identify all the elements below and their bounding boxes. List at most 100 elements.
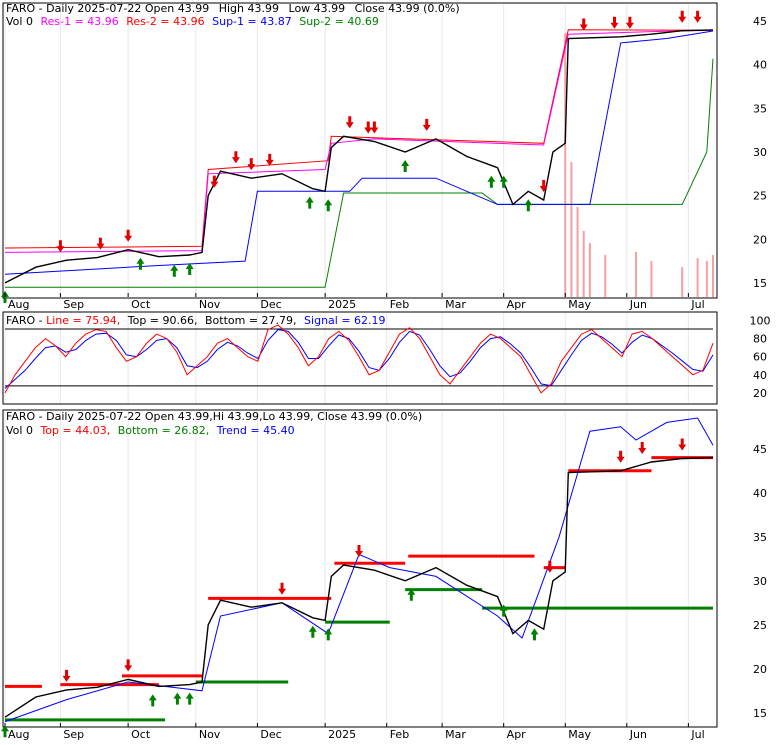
sell-arrow <box>539 180 548 192</box>
x-tick-label: May <box>568 728 591 741</box>
y-tick-label: 20 <box>753 233 767 246</box>
x-tick-label: 2025 <box>328 728 356 741</box>
sell-arrow <box>231 151 240 164</box>
buy-arrow <box>170 264 179 277</box>
buy-arrow <box>401 160 410 172</box>
y-tick-label: 100 <box>750 315 771 328</box>
panel3-legend: Vol 0 Top = 44.03, Bottom = 26.82, Trend… <box>6 424 295 437</box>
y-tick-label: 35 <box>753 102 767 115</box>
trend-line <box>4 417 714 723</box>
sell-arrow <box>364 121 373 134</box>
volume-bar <box>570 162 573 297</box>
y-tick-label: 45 <box>753 15 767 28</box>
panel-price-support-resistance: 45 40 35 30 25 20 15 Aug Sep Oct Nov Dec 2025 Feb Mar… <box>1 2 767 311</box>
legend-res1: Res-1 = 43.96 <box>40 15 118 28</box>
volume-bar <box>564 33 567 297</box>
x-tick-label: Sep <box>63 728 84 741</box>
panel2-symbol: FARO - <box>6 314 46 327</box>
panel3-title-text: FARO - Daily 2025-07-22 Open 43.99,Hi 43… <box>6 410 422 423</box>
volume-bar <box>712 255 714 297</box>
price-line-lower <box>4 457 714 718</box>
y-tick-label: 30 <box>753 575 767 588</box>
sell-arrow <box>610 16 619 29</box>
res1-line <box>4 29 714 253</box>
x-tick-label: Oct <box>131 728 151 741</box>
panel1-title: FARO - Daily 2025-07-22 Open 43.99 High … <box>6 2 460 15</box>
y-tick-label: 40 <box>753 487 767 500</box>
y-tick-label: 25 <box>753 190 767 203</box>
panel3-title: FARO - Daily 2025-07-22 Open 43.99,Hi 43… <box>6 410 422 423</box>
buy-arrow <box>185 692 194 705</box>
panel2-y-axis: 100 80 60 40 20 <box>750 315 771 400</box>
sell-arrow <box>278 582 287 595</box>
volume-bar <box>576 207 579 297</box>
x-tick-label: Feb <box>390 298 409 311</box>
sell-arrow <box>579 18 588 31</box>
legend-top: Top = 90.66, <box>127 314 198 327</box>
panel3-x-axis: Aug Sep Oct Nov Dec 2025 Feb Mar Apr May Jun Jul <box>4 723 705 741</box>
x-tick-label: Dec <box>260 298 281 311</box>
panel-price-trend: 45 40 35 30 25 20 15 Aug Sep Oct Nov Dec 2025 Feb Mar… <box>1 409 767 741</box>
panel1-x-axis: Aug Sep Oct Nov Dec 2025 Feb Mar Apr May Jun Jul <box>4 293 705 311</box>
volume-bar <box>696 258 699 297</box>
buy-arrow <box>324 628 333 641</box>
panel3-signals <box>1 438 687 738</box>
x-tick-label: Dec <box>260 728 281 741</box>
panel1-signals <box>1 10 702 303</box>
sell-arrow <box>616 450 625 463</box>
volume-bar <box>705 261 708 297</box>
price-line <box>4 29 714 284</box>
panel3-vol-label: Vol 0 <box>6 424 33 437</box>
buy-arrow <box>308 625 317 638</box>
sell-arrow <box>678 10 687 23</box>
buy-arrow <box>499 175 508 188</box>
sell-arrow <box>370 121 379 134</box>
panel1-vol-label: Vol 0 <box>6 15 33 28</box>
panel1-title-symbol: FARO - Daily 2025-07-22 Open 43.99 <box>6 2 209 15</box>
buy-arrow <box>524 199 533 212</box>
panel1-y-axis: 45 40 35 30 25 20 15 <box>753 15 767 290</box>
legend-res2: Res-2 = 43.96 <box>126 15 204 28</box>
sell-arrow <box>124 229 133 242</box>
y-tick-label: 20 <box>753 663 767 676</box>
sell-arrow <box>545 560 554 573</box>
x-tick-label: May <box>568 298 591 311</box>
sup2-line <box>5 58 714 288</box>
volume-bar <box>582 231 585 297</box>
panel2-grid <box>4 313 689 403</box>
panel1-legend: Vol 0 Res-1 = 43.96 Res-2 = 43.96 Sup-1 … <box>6 15 379 28</box>
sell-arrow <box>678 438 687 451</box>
panel3-y-axis: 45 40 35 30 25 20 15 <box>753 443 767 720</box>
sell-arrow <box>124 659 133 672</box>
sell-arrow <box>638 442 647 454</box>
x-tick-label: Apr <box>507 728 527 741</box>
x-tick-label: Jul <box>690 728 704 741</box>
x-tick-label: Jun <box>629 298 647 311</box>
y-tick-label: 15 <box>753 707 767 720</box>
sell-arrow <box>265 153 274 166</box>
volume-bar <box>604 255 607 297</box>
buy-arrow <box>305 196 314 209</box>
sup1-line <box>4 30 714 275</box>
sell-arrow <box>355 544 363 557</box>
legend-signal: Signal = 62.19 <box>304 314 386 327</box>
y-tick-label: 60 <box>753 351 767 364</box>
legend-bottom: Bottom = 27.79, <box>205 314 297 327</box>
x-tick-label: Mar <box>445 298 466 311</box>
panel3-grid <box>4 411 689 726</box>
sell-arrow <box>62 669 71 682</box>
x-tick-label: Aug <box>8 728 29 741</box>
panel1-title-low: Low 43.99 <box>289 2 346 15</box>
y-tick-label: 40 <box>753 59 767 72</box>
y-tick-label: 30 <box>753 146 767 159</box>
buy-arrow <box>185 262 194 275</box>
legend-sup1: Sup-1 = 43.87 <box>212 15 292 28</box>
volume-bar <box>635 252 638 297</box>
buy-arrow <box>136 257 145 270</box>
legend-bottom-lower: Bottom = 26.82, <box>118 424 210 437</box>
x-tick-label: Jul <box>690 298 704 311</box>
buy-arrow <box>407 588 416 601</box>
x-tick-label: Mar <box>445 728 466 741</box>
sell-arrow <box>56 240 65 253</box>
